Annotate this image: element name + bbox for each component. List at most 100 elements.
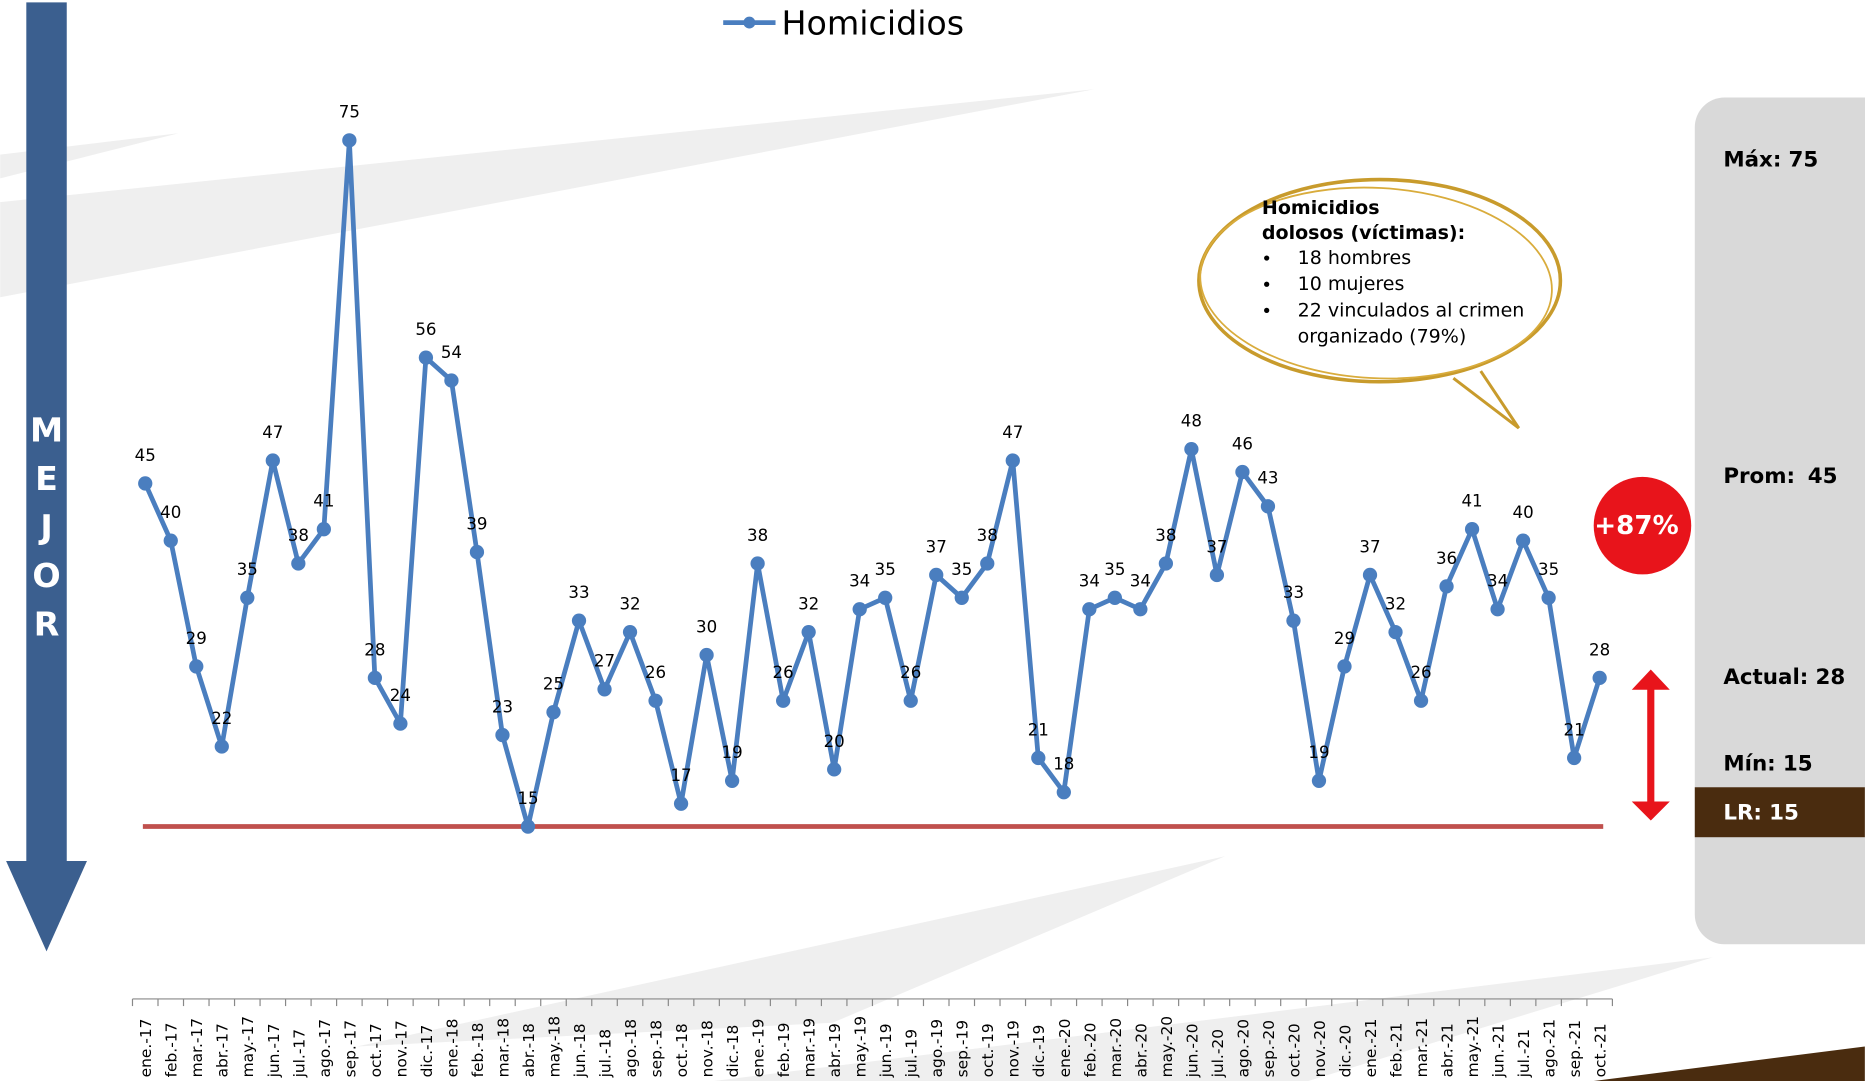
data-label: 27 <box>594 652 615 671</box>
data-label: 35 <box>875 560 896 579</box>
stat-value: 75 <box>1789 147 1819 172</box>
x-tick-label: jun.-21 <box>1490 1023 1508 1078</box>
data-point <box>1184 441 1199 457</box>
data-label: 40 <box>1513 503 1534 522</box>
data-label: 28 <box>1589 640 1610 659</box>
data-label: 28 <box>364 640 385 659</box>
data-point <box>878 590 893 605</box>
x-tick-label: abr.-20 <box>1132 1023 1150 1077</box>
x-tick-label: abr.-17 <box>214 1023 232 1077</box>
x-tick-label: sep.-19 <box>954 1020 972 1077</box>
x-tick-label: dic.-20 <box>1336 1025 1354 1078</box>
data-point <box>1005 453 1020 468</box>
x-tick-label: abr.-19 <box>826 1023 844 1077</box>
x-tick-label: feb.-17 <box>163 1023 181 1078</box>
stat-label: LR: <box>1723 800 1762 825</box>
x-tick-label: mar.-21 <box>1413 1018 1431 1078</box>
lr-band <box>1694 787 1865 838</box>
data-label: 56 <box>415 320 436 339</box>
x-tick-label: dic.-19 <box>1030 1025 1048 1078</box>
data-point <box>418 350 434 365</box>
x-tick-label: feb.-21 <box>1387 1023 1405 1078</box>
data-label: 26 <box>1410 663 1431 682</box>
data-point <box>1439 579 1454 594</box>
data-label: 26 <box>645 663 666 682</box>
x-tick-label: may.-21 <box>1464 1016 1482 1078</box>
x-tick-label: nov.-19 <box>1005 1020 1023 1077</box>
data-point <box>1056 785 1071 800</box>
data-label: 26 <box>773 663 794 682</box>
x-tick-label: may.-20 <box>1158 1016 1176 1078</box>
x-tick-label: sep.-21 <box>1566 1020 1584 1077</box>
data-label: 48 <box>1181 412 1202 431</box>
x-tick-label: ene.-19 <box>750 1019 768 1078</box>
data-label: 29 <box>1334 629 1355 648</box>
data-label: 30 <box>696 617 717 636</box>
x-tick-label: jun.-20 <box>1183 1023 1201 1078</box>
x-tick-label: ago.-18 <box>622 1019 640 1078</box>
stat-value: 28 <box>1815 665 1845 690</box>
x-tick-label: oct.-19 <box>979 1023 997 1077</box>
data-label: 23 <box>492 697 513 716</box>
data-point <box>1158 556 1174 571</box>
data-point <box>1490 602 1505 617</box>
data-point <box>750 556 765 571</box>
data-point <box>724 773 740 788</box>
data-label: 22 <box>211 709 232 728</box>
data-label: 38 <box>977 526 998 545</box>
data-point <box>342 133 357 148</box>
x-tick-label: oct.-18 <box>673 1023 691 1077</box>
data-point <box>648 693 663 708</box>
data-label: 32 <box>798 595 819 614</box>
x-tick-label: feb.-20 <box>1081 1023 1099 1078</box>
data-point <box>1592 670 1607 686</box>
x-tick-label: oct.-20 <box>1285 1023 1303 1077</box>
x-tick-label: jul.-21 <box>1515 1029 1533 1078</box>
data-point <box>954 590 969 605</box>
x-tick-label: oct.-17 <box>367 1023 385 1077</box>
data-label: 46 <box>1232 434 1253 453</box>
data-point <box>1286 613 1301 628</box>
data-point <box>1107 590 1122 605</box>
data-point <box>520 819 536 834</box>
x-tick-label: dic.-17 <box>418 1025 436 1078</box>
x-tick-label: may.-19 <box>852 1016 870 1078</box>
data-label: 34 <box>1079 572 1100 591</box>
data-point <box>1362 567 1378 583</box>
data-label: 41 <box>1461 492 1482 511</box>
data-label: 35 <box>951 560 972 579</box>
x-tick-label: jun.-17 <box>265 1023 283 1078</box>
callout-title: dolosos (víctimas): <box>1262 222 1465 244</box>
data-point <box>1235 464 1250 480</box>
data-label: 47 <box>262 423 283 442</box>
x-tick-label: abr.-18 <box>520 1023 538 1077</box>
legend: Homicidios <box>723 3 964 42</box>
x-tick-label: oct.-21 <box>1592 1023 1610 1077</box>
x-tick-label: feb.-19 <box>775 1023 793 1078</box>
data-label: 35 <box>237 560 258 579</box>
data-label: 20 <box>824 732 845 751</box>
data-label: 54 <box>441 343 462 362</box>
data-point <box>393 716 408 731</box>
change-badge <box>1593 476 1692 575</box>
stat-label: Máx: <box>1723 147 1781 172</box>
data-point <box>903 693 918 708</box>
stat-label: Prom: <box>1723 464 1795 489</box>
data-label: 32 <box>619 595 640 614</box>
x-tick-label: ago.-17 <box>316 1019 334 1078</box>
data-point <box>546 705 561 720</box>
range-arrow <box>1631 669 1670 821</box>
data-point <box>827 762 842 777</box>
x-tick-label: mar.-18 <box>494 1018 512 1078</box>
x-tick-label: jul.-20 <box>1209 1029 1227 1078</box>
data-label: 19 <box>722 743 743 762</box>
x-tick-label: mar.-20 <box>1107 1018 1125 1078</box>
stat-value: 15 <box>1783 752 1813 777</box>
x-tick-label: ago.-21 <box>1541 1019 1559 1078</box>
data-point <box>316 522 331 537</box>
data-label: 37 <box>1206 537 1227 556</box>
x-tick-label: may.-18 <box>545 1016 563 1078</box>
callout-title: Homicidios <box>1262 197 1380 219</box>
stat-label: Mín: <box>1723 752 1775 777</box>
data-label: 26 <box>900 663 921 682</box>
